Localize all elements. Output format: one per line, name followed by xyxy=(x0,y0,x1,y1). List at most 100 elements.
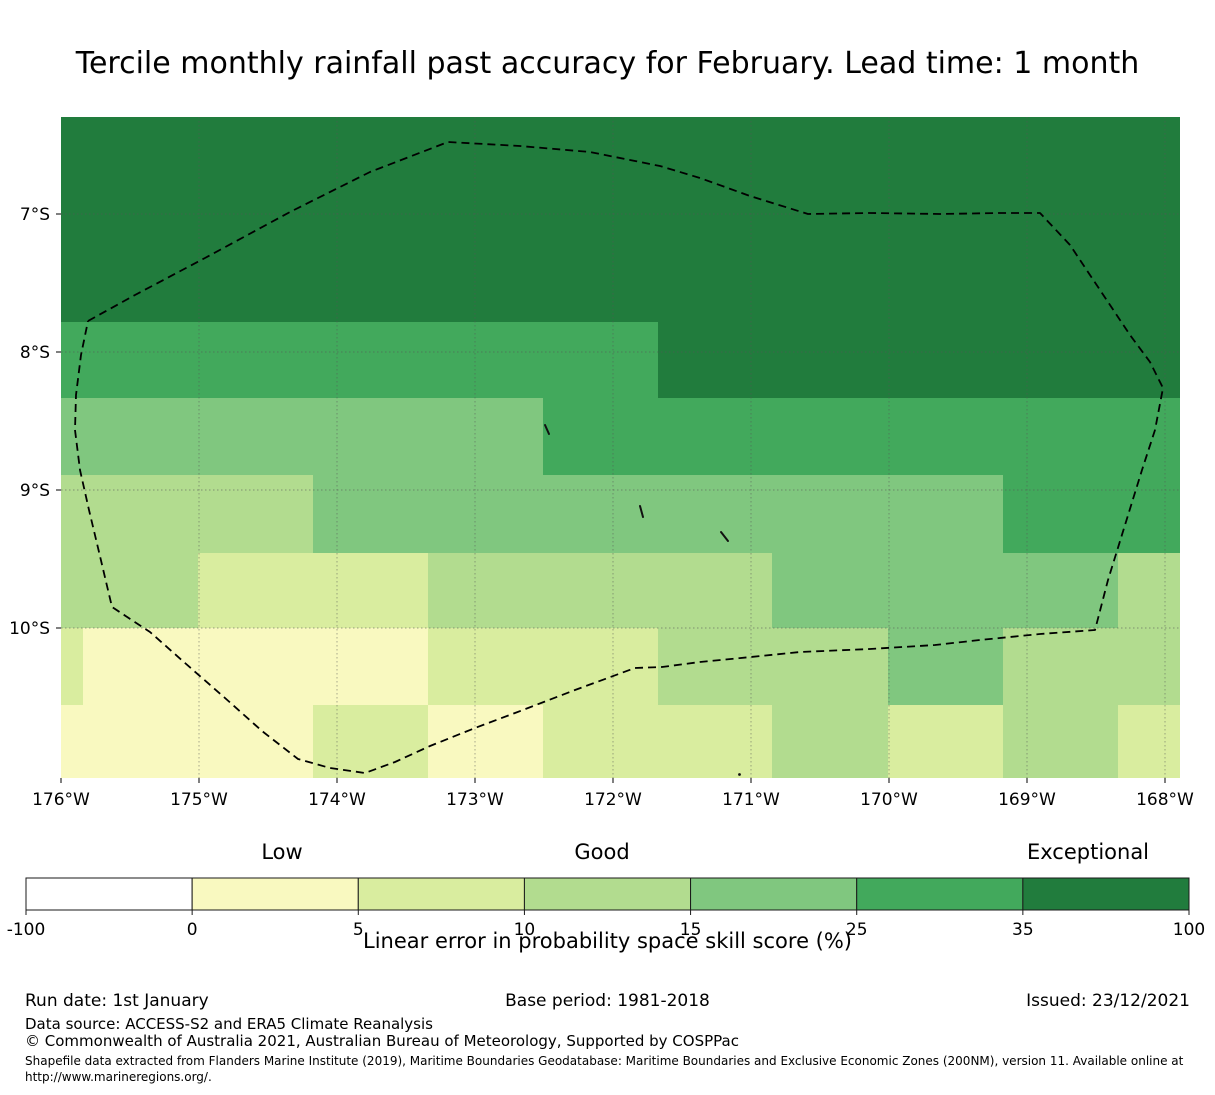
map-cell xyxy=(658,398,772,475)
map-cell xyxy=(1118,322,1163,398)
map-cell xyxy=(83,117,198,322)
x-tick-label: 174°W xyxy=(308,790,366,810)
colorbar-tick-label: 25 xyxy=(846,920,868,940)
x-tick-label: 172°W xyxy=(584,790,642,810)
colorbar-axis-label: Linear error in probability space skill … xyxy=(363,929,852,953)
map-cell xyxy=(198,398,313,475)
map-cell xyxy=(428,475,543,553)
shapefile-attribution-text: Shapefile data extracted from Flanders M… xyxy=(25,1054,1184,1084)
y-tick-label: 9°S xyxy=(20,481,50,501)
copyright-text: © Commonwealth of Australia 2021, Austra… xyxy=(25,1032,739,1050)
map-cell xyxy=(83,553,198,628)
map-cell xyxy=(1163,117,1180,322)
map-cell xyxy=(543,117,658,322)
map-cell xyxy=(1003,117,1118,322)
colorbar-segment xyxy=(357,877,525,911)
map-cell xyxy=(198,322,313,398)
map-cell xyxy=(61,628,83,705)
map-cell xyxy=(61,398,83,475)
map-cell xyxy=(428,628,543,705)
map-cell xyxy=(198,475,313,553)
colorbar-segment xyxy=(856,877,1024,911)
x-tick-label: 175°W xyxy=(170,790,228,810)
x-tick-label: 168°W xyxy=(1136,790,1194,810)
map-cell xyxy=(1003,322,1118,398)
map-cell xyxy=(1003,475,1118,553)
map-cell xyxy=(198,553,313,628)
map-cell xyxy=(772,322,888,398)
map-cell xyxy=(198,628,313,705)
colorbar-category-low: Low xyxy=(261,840,303,864)
x-tick-label: 169°W xyxy=(998,790,1056,810)
map-cell xyxy=(888,117,1003,322)
colorbar-category-exceptional: Exceptional xyxy=(1026,840,1150,864)
issued-date-text: Issued: 23/12/2021 xyxy=(1026,991,1190,1011)
map-cell xyxy=(772,398,888,475)
map-cell xyxy=(658,322,772,398)
map-cell xyxy=(888,475,1003,553)
map-cell xyxy=(543,475,658,553)
map-cell xyxy=(1118,117,1163,322)
colorbar-segment xyxy=(25,877,193,911)
map-cell xyxy=(1163,322,1180,398)
colorbar-tick-label: 100 xyxy=(1173,920,1205,940)
map-cell xyxy=(543,628,658,705)
map-cell xyxy=(658,475,772,553)
map-cell xyxy=(1163,553,1180,628)
map-cell xyxy=(198,705,313,778)
map-cell xyxy=(658,705,772,778)
map-cell xyxy=(428,322,543,398)
map-cell xyxy=(1163,705,1180,778)
x-tick-label: 171°W xyxy=(722,790,780,810)
map-cell xyxy=(658,553,772,628)
island-mark xyxy=(720,531,729,542)
map-cell xyxy=(198,117,313,322)
map-cell xyxy=(83,628,198,705)
map-cell xyxy=(313,553,428,628)
map-cell xyxy=(313,322,428,398)
map-cell xyxy=(428,398,543,475)
colorbar-segment xyxy=(523,877,692,911)
map-cell xyxy=(658,628,772,705)
map-cell xyxy=(61,553,83,628)
map-cell xyxy=(1163,475,1180,553)
map-cell xyxy=(61,117,83,322)
map-cell xyxy=(313,117,428,322)
colorbar-tick-label: 15 xyxy=(680,920,702,940)
map-cell xyxy=(428,553,543,628)
map-cell xyxy=(1163,628,1180,705)
map-cell xyxy=(61,475,83,553)
map-cell xyxy=(772,705,888,778)
y-tick-label: 7°S xyxy=(20,205,50,225)
map-cell xyxy=(1003,398,1118,475)
map-cell xyxy=(888,322,1003,398)
map-cell xyxy=(543,705,658,778)
map-cell xyxy=(888,705,1003,778)
map-cell xyxy=(772,628,888,705)
map-cell xyxy=(772,475,888,553)
map-cell xyxy=(1118,705,1163,778)
map-cell xyxy=(888,398,1003,475)
colorbar-segment xyxy=(191,877,359,911)
map-cell xyxy=(313,475,428,553)
map-cell xyxy=(1003,628,1118,705)
colorbar-tick-label: 10 xyxy=(514,920,536,940)
map-cell xyxy=(1163,398,1180,475)
base-period-text: Base period: 1981-2018 xyxy=(505,991,710,1011)
colorbar-tick-label: 5 xyxy=(353,920,364,940)
colorbar-segment xyxy=(690,877,858,911)
map-cell xyxy=(313,398,428,475)
map-cell xyxy=(1118,398,1163,475)
map-cell xyxy=(428,705,543,778)
map-cell xyxy=(772,553,888,628)
data-source-text: Data source: ACCESS-S2 and ERA5 Climate … xyxy=(25,1015,433,1033)
map-cell xyxy=(313,705,428,778)
map-cell xyxy=(888,628,1003,705)
island-mark xyxy=(544,424,550,435)
map-cell xyxy=(83,475,198,553)
chart-title: Tercile monthly rainfall past accuracy f… xyxy=(75,46,1140,81)
map-cell xyxy=(1118,475,1163,553)
map-cell xyxy=(658,117,772,322)
